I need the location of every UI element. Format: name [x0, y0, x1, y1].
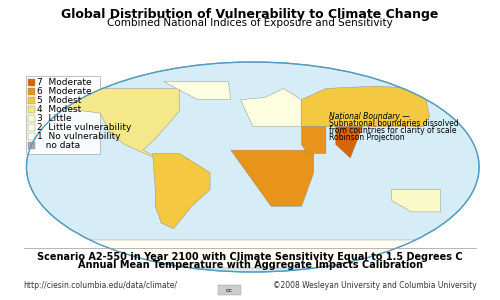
Ellipse shape — [26, 62, 479, 272]
Polygon shape — [392, 189, 440, 212]
Polygon shape — [302, 86, 430, 127]
Text: ©2008 Wesleyan University and Columbia University: ©2008 Wesleyan University and Columbia U… — [272, 281, 476, 290]
Bar — [28, 133, 35, 140]
Polygon shape — [164, 82, 231, 100]
Bar — [218, 285, 241, 295]
Text: National Boundary —: National Boundary — — [328, 112, 409, 121]
Text: 1  No vulnerability: 1 No vulnerability — [36, 132, 120, 141]
Text: Scenario A2-550 in Year 2100 with Climate Sensitivity Equal to 1.5 Degrees C: Scenario A2-550 in Year 2100 with Climat… — [37, 252, 463, 262]
Polygon shape — [240, 88, 302, 127]
Text: 7  Moderate: 7 Moderate — [36, 78, 91, 87]
Text: Combined National Indices of Exposure and Sensitivity: Combined National Indices of Exposure an… — [107, 18, 393, 28]
Bar — [28, 88, 35, 95]
Text: Global Distribution of Vulnerability to Climate Change: Global Distribution of Vulnerability to … — [62, 8, 438, 21]
Text: Annual Mean Temperature with Aggregate Impacts Calibration: Annual Mean Temperature with Aggregate I… — [78, 260, 422, 270]
Polygon shape — [231, 150, 314, 206]
Polygon shape — [34, 240, 472, 268]
Bar — [28, 106, 35, 113]
Text: 6  Moderate: 6 Moderate — [36, 87, 91, 96]
Text: 4  Modest: 4 Modest — [36, 105, 81, 114]
Bar — [28, 79, 35, 86]
Text: 5  Modest: 5 Modest — [36, 96, 81, 105]
Polygon shape — [302, 127, 326, 154]
Text: Robinson Projection: Robinson Projection — [328, 133, 404, 142]
Text: no data: no data — [36, 141, 80, 150]
Text: from countries for clarity of scale: from countries for clarity of scale — [328, 126, 456, 135]
Bar — [26, 76, 101, 154]
Bar — [28, 97, 35, 104]
Polygon shape — [336, 127, 362, 158]
Bar — [28, 115, 35, 122]
Text: cc: cc — [226, 287, 232, 292]
Polygon shape — [153, 154, 210, 229]
Bar — [28, 124, 35, 131]
Text: 3  Little: 3 Little — [36, 114, 71, 123]
Polygon shape — [46, 88, 180, 158]
Text: http://ciesin.columbia.edu/data/climate/: http://ciesin.columbia.edu/data/climate/ — [24, 281, 178, 290]
Text: 2  Little vulnerability: 2 Little vulnerability — [36, 123, 131, 132]
Bar — [28, 142, 35, 149]
Text: Subnational boundaries dissolved: Subnational boundaries dissolved — [328, 119, 458, 128]
